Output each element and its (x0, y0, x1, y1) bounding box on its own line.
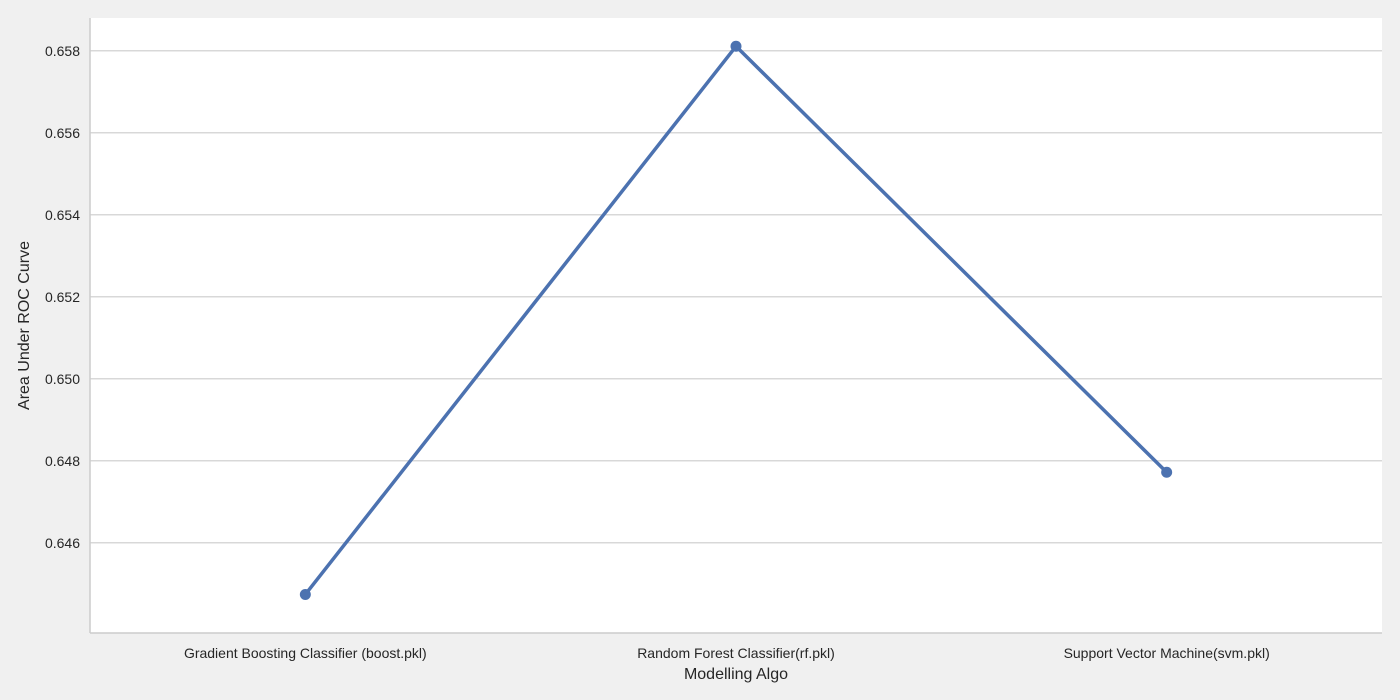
y-tick-label: 0.648 (45, 453, 80, 469)
y-tick-label: 0.658 (45, 43, 80, 59)
x-axis-ticks: Gradient Boosting Classifier (boost.pkl)… (184, 645, 1270, 661)
y-axis-label: Area Under ROC Curve (16, 241, 33, 410)
plot-area (90, 18, 1382, 633)
data-point (730, 40, 742, 52)
series-layer (299, 40, 1173, 600)
data-point (1161, 466, 1173, 478)
y-tick-label: 0.654 (45, 207, 80, 223)
y-axis-ticks: 0.646 0.648 0.650 0.652 0.654 0.656 0.658 (45, 43, 80, 551)
y-tick-label: 0.652 (45, 289, 80, 305)
y-tick-label: 0.646 (45, 535, 80, 551)
data-point (299, 588, 311, 600)
x-tick-label: Support Vector Machine(svm.pkl) (1064, 645, 1270, 661)
x-axis-label: Modelling Algo (684, 666, 788, 683)
x-tick-label: Random Forest Classifier(rf.pkl) (637, 645, 835, 661)
x-tick-label: Gradient Boosting Classifier (boost.pkl) (184, 645, 427, 661)
y-tick-label: 0.650 (45, 371, 80, 387)
gridlines (90, 50, 1382, 544)
y-tick-label: 0.656 (45, 125, 80, 141)
